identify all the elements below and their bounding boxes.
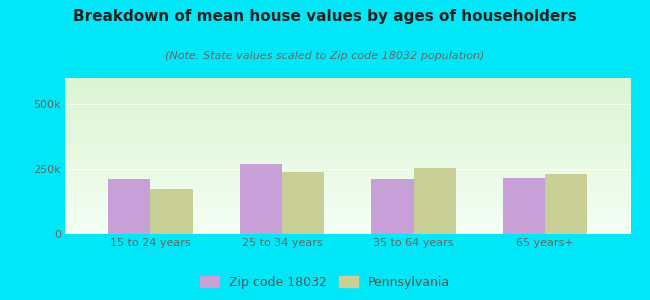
Text: (Note: State values scaled to Zip code 18032 population): (Note: State values scaled to Zip code 1… xyxy=(165,51,485,61)
Bar xyxy=(545,174,587,234)
Bar xyxy=(151,188,192,234)
Bar xyxy=(240,164,282,234)
Text: Breakdown of mean house values by ages of householders: Breakdown of mean house values by ages o… xyxy=(73,9,577,24)
Bar xyxy=(109,179,151,234)
Bar xyxy=(503,178,545,234)
Bar xyxy=(371,179,413,234)
Bar xyxy=(413,168,456,234)
Bar xyxy=(282,172,324,234)
Legend: Zip code 18032, Pennsylvania: Zip code 18032, Pennsylvania xyxy=(195,271,455,294)
